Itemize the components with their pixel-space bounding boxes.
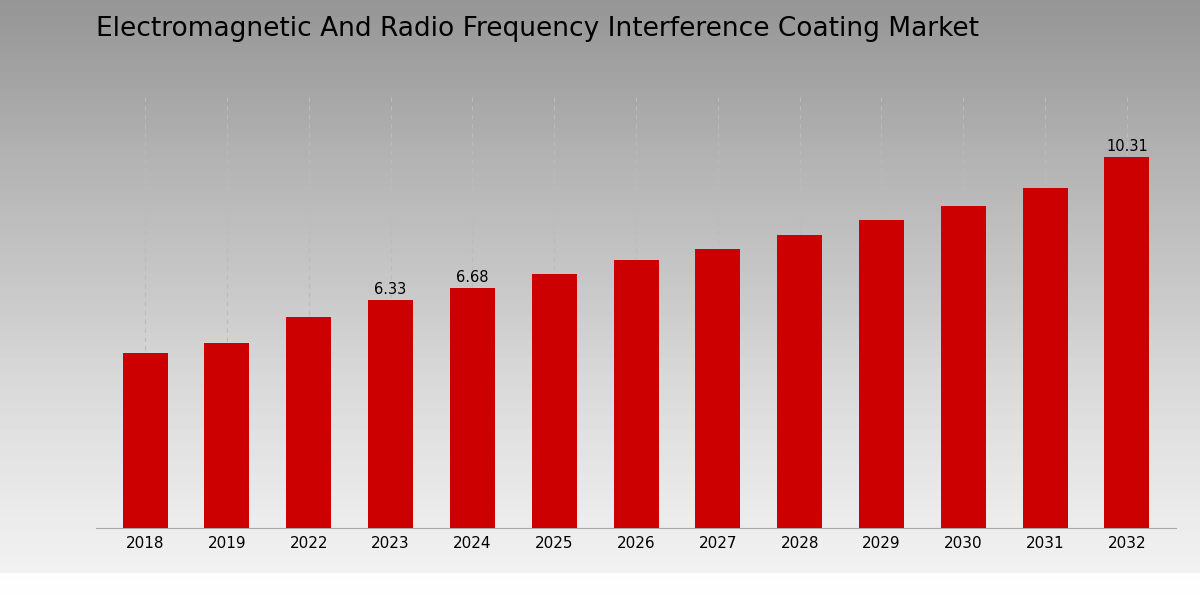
Bar	[287, 317, 331, 528]
Bar	[859, 220, 904, 528]
Text: 10.31: 10.31	[1106, 139, 1147, 154]
Bar	[778, 235, 822, 528]
Bar	[122, 353, 168, 528]
Bar	[941, 206, 985, 528]
Text: 6.33: 6.33	[374, 282, 407, 297]
Bar	[613, 260, 659, 528]
Bar	[1022, 188, 1068, 528]
Text: Electromagnetic And Radio Frequency Interference Coating Market: Electromagnetic And Radio Frequency Inte…	[96, 16, 979, 42]
Text: 6.68: 6.68	[456, 269, 488, 284]
Bar	[695, 249, 740, 528]
Bar	[450, 287, 494, 528]
Bar	[368, 300, 413, 528]
Bar	[204, 343, 250, 528]
Bar	[1104, 157, 1150, 528]
Bar	[532, 274, 577, 528]
